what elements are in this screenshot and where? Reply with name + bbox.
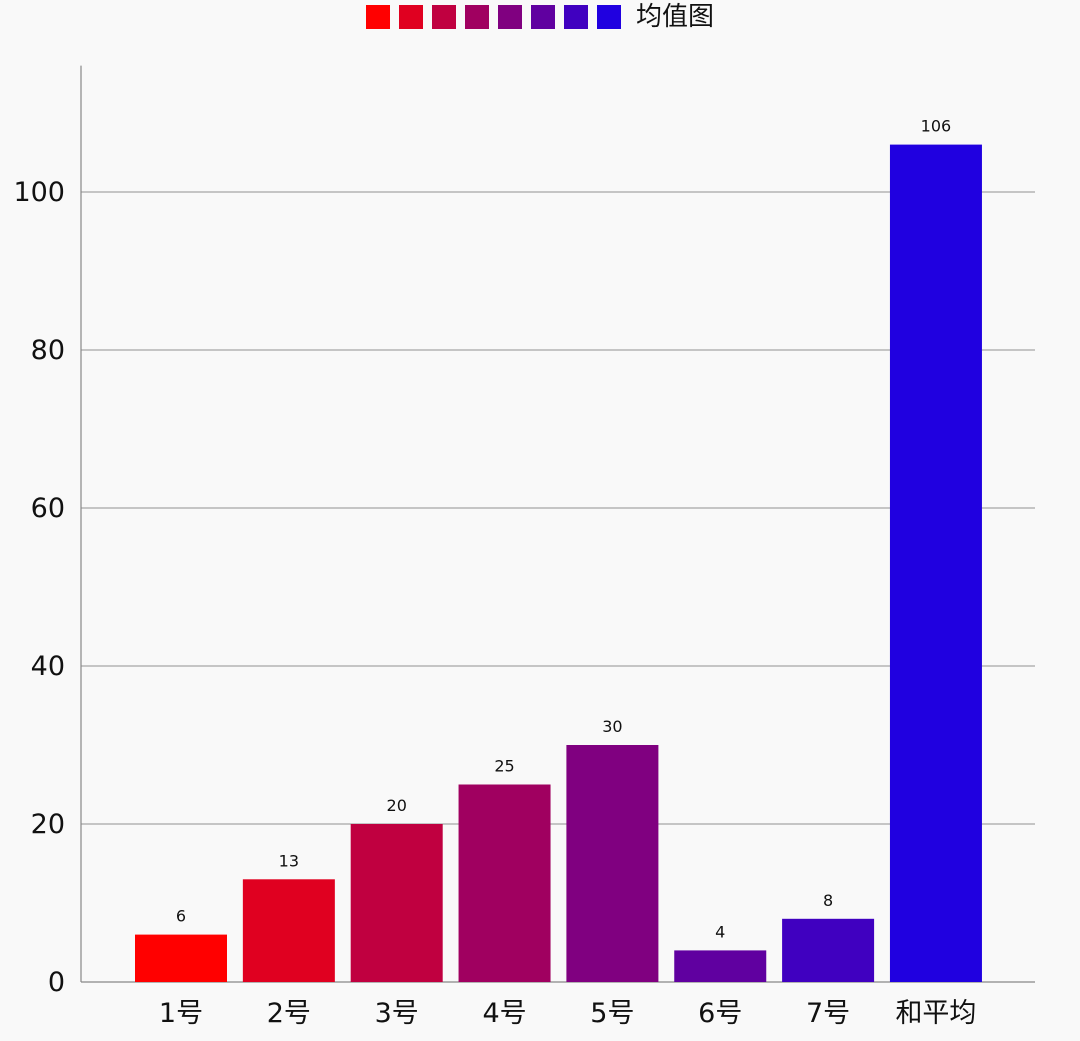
legend-swatch	[596, 5, 621, 29]
bar-value-label: 4	[715, 922, 725, 941]
legend-swatch	[365, 5, 390, 29]
legend-swatch	[464, 5, 489, 29]
y-tick-label: 40	[31, 651, 65, 682]
bar	[242, 879, 335, 982]
y-tick-label: 100	[13, 177, 65, 208]
chart-legend: 均值图	[0, 4, 1080, 30]
bar-value-label: 13	[279, 851, 299, 870]
bar	[889, 144, 982, 983]
x-tick-label: 5号	[590, 998, 634, 1029]
bar-value-label: 106	[921, 117, 952, 136]
y-tick-label: 80	[31, 335, 65, 366]
legend-label: 均值图	[635, 2, 714, 32]
x-tick-label: 4号	[482, 998, 526, 1029]
legend-swatches	[365, 5, 630, 29]
x-tick-label: 6号	[698, 998, 742, 1029]
legend-swatch	[431, 5, 456, 29]
bar-value-label: 8	[823, 891, 833, 910]
bar-value-label: 20	[387, 796, 407, 815]
x-tick-label: 2号	[267, 998, 311, 1029]
bar	[350, 824, 443, 982]
y-tick-label: 0	[48, 967, 65, 998]
legend-swatch	[497, 5, 522, 29]
bar	[566, 745, 659, 982]
bar-value-label: 30	[602, 717, 622, 736]
legend-swatch	[398, 5, 423, 29]
x-tick-label: 1号	[159, 998, 203, 1029]
bar	[674, 950, 767, 982]
y-tick-label: 20	[31, 809, 65, 840]
bar-value-label: 25	[494, 757, 514, 776]
bar-value-label: 6	[176, 907, 186, 926]
legend-swatch	[530, 5, 555, 29]
bar	[458, 784, 551, 982]
x-tick-label: 3号	[375, 998, 419, 1029]
legend-swatch	[563, 5, 588, 29]
x-tick-label: 和平均	[895, 998, 976, 1029]
y-tick-label: 60	[31, 493, 65, 524]
bar	[782, 918, 875, 982]
x-tick-label: 7号	[806, 998, 850, 1029]
bar	[135, 934, 227, 982]
